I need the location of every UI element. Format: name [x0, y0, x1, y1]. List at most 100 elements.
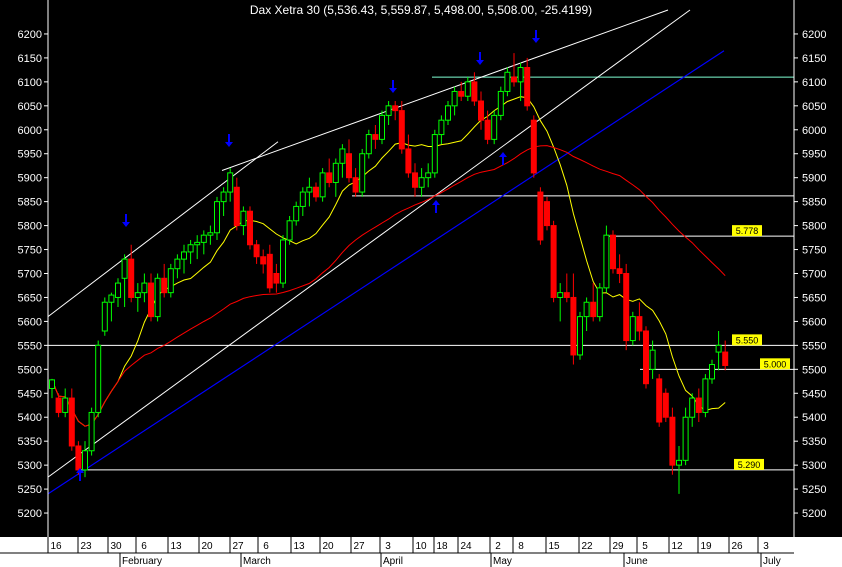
level-badge — [732, 225, 762, 237]
candle-body — [491, 114, 498, 140]
level-badge-label: 5.290 — [738, 460, 761, 470]
candle-body — [471, 81, 478, 102]
x-day-label: 12 — [671, 541, 683, 552]
candle-body — [220, 191, 227, 203]
x-day-label: 5 — [642, 541, 648, 552]
candle-body — [695, 397, 702, 413]
candle-body — [95, 344, 102, 413]
candle-body — [478, 100, 484, 121]
y-tick-label-left: 5850 — [18, 197, 42, 209]
candle-body — [359, 153, 366, 193]
level-badge — [734, 458, 764, 470]
y-tick-label-left: 5300 — [18, 460, 42, 472]
candle-body — [161, 277, 168, 294]
candle-body — [537, 191, 544, 241]
candle-body — [504, 71, 511, 92]
ma-long-line — [51, 145, 726, 427]
down-arrow-head — [476, 60, 484, 65]
candle-body — [253, 244, 260, 258]
candle-body — [227, 172, 234, 193]
y-tick-label-right: 5550 — [802, 340, 826, 352]
y-tick-label-left: 6100 — [18, 77, 42, 89]
candle-body — [82, 450, 88, 471]
y-tick-label-right: 6150 — [802, 53, 826, 65]
candle-body — [326, 172, 333, 183]
candle-body — [636, 316, 643, 332]
candle-body — [517, 66, 524, 83]
candle-body — [55, 397, 62, 413]
level-badge-label: 5.550 — [736, 335, 759, 345]
candle-body — [656, 378, 663, 423]
level-badges: 5.778 5.550 5.000 5.290 — [732, 225, 790, 470]
candle-body — [313, 186, 319, 198]
candle-body — [511, 76, 517, 83]
x-day-label: 23 — [80, 541, 92, 552]
up-arrow-head — [76, 468, 84, 473]
candle-body — [563, 292, 570, 298]
y-tick-label-left: 5700 — [18, 269, 42, 281]
candle-body — [154, 277, 161, 318]
candle-body — [557, 292, 564, 298]
x-day-label: 13 — [293, 541, 305, 552]
y-tick-label-right: 5600 — [802, 316, 826, 328]
candle-body — [346, 153, 352, 179]
candle-body — [715, 344, 722, 353]
candle-body — [181, 251, 187, 260]
down-arrow-head — [389, 88, 397, 93]
x-day-label: 22 — [581, 541, 593, 552]
candle-body — [200, 234, 207, 243]
y-tick-label-left: 5650 — [18, 292, 42, 304]
y-tick-label-right: 5800 — [802, 221, 826, 233]
candle-body — [689, 397, 696, 418]
level-badge — [732, 334, 762, 346]
y-tick-label-left: 5950 — [18, 149, 42, 161]
level-badge-label: 5.778 — [736, 226, 759, 236]
y-tick-label-left: 6050 — [18, 101, 42, 113]
candle-body — [431, 134, 438, 174]
level-badge-label: 5.000 — [764, 359, 787, 369]
x-day-label: 20 — [201, 541, 213, 552]
y-tick-label-right: 5700 — [802, 269, 826, 281]
candle-body — [438, 119, 445, 136]
y-tick-label-right: 5900 — [802, 173, 826, 185]
candle-body — [332, 162, 339, 183]
x-day-label: 10 — [415, 541, 427, 552]
candle-body — [62, 397, 69, 413]
candle-body — [214, 201, 220, 234]
candle-body — [194, 241, 201, 246]
horizontal-levels — [48, 76, 794, 471]
chart-title: Dax Xetra 30 (5,536.43, 5,559.87, 5,498.… — [250, 3, 592, 17]
x-day-label: 26 — [731, 541, 743, 552]
candle-body — [306, 186, 313, 193]
down-arrow-head — [225, 142, 233, 147]
candle-body — [590, 301, 597, 318]
y-tick-label-left: 5800 — [18, 221, 42, 233]
candle-body — [709, 364, 715, 380]
candle-body — [299, 191, 306, 207]
y-tick-label-left: 5900 — [18, 173, 42, 185]
candle-body — [233, 186, 240, 227]
x-day-label: 29 — [612, 541, 624, 552]
level-badge — [760, 358, 790, 370]
candle-body — [134, 292, 141, 298]
candle-body — [623, 273, 630, 342]
x-month-label: May — [493, 556, 512, 567]
x-day-label: 16 — [50, 541, 62, 552]
candle-body — [570, 296, 577, 356]
candle-body — [464, 81, 471, 97]
candle-body — [669, 416, 676, 466]
candle-body — [280, 239, 286, 284]
candle-body — [405, 148, 412, 174]
candles — [49, 53, 729, 494]
candle-body — [319, 172, 326, 198]
candle-body — [293, 205, 300, 222]
y-tick-label-right: 5750 — [802, 245, 826, 257]
y-tick-label-left: 5450 — [18, 388, 42, 400]
support-trend-line — [47, 9, 691, 478]
candle-body — [75, 445, 82, 471]
candle-body — [497, 90, 504, 116]
candle-body — [682, 416, 689, 461]
x-day-label: 13 — [170, 541, 182, 552]
y-tick-label-left: 5600 — [18, 316, 42, 328]
